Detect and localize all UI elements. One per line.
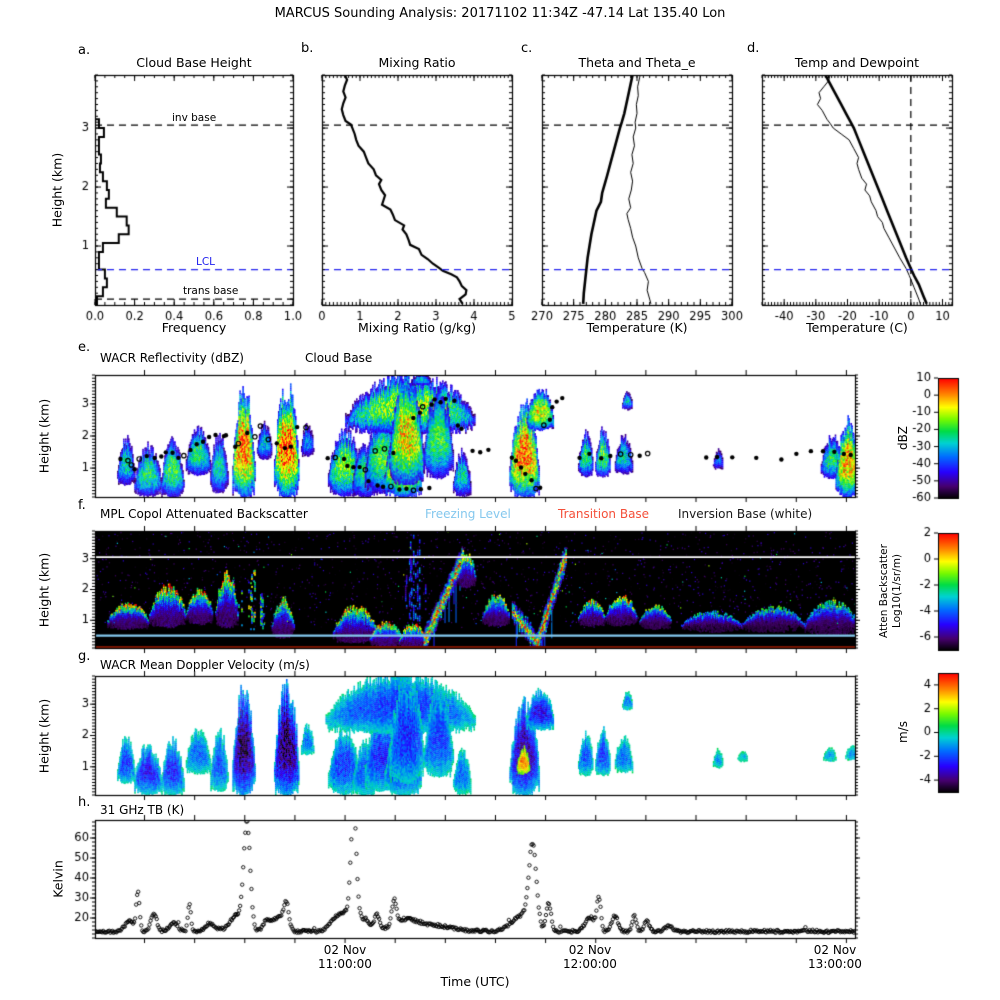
panel-b-xlabel: Mixing Ratio (g/kg) (357, 320, 477, 335)
time-axis-label: Time (UTC) (440, 974, 510, 989)
panel-a-letter: a. (78, 43, 91, 58)
colorbar-e-label: dBZ (896, 425, 910, 451)
time-tick-13-date: 02 Nov (813, 943, 857, 957)
time-tick-13-time: 13:00:00 (808, 957, 862, 971)
panel-c-letter: c. (521, 41, 533, 56)
colorbar-f-label-line1: Atten Backscatter (878, 544, 890, 638)
panel-e-letter: e. (78, 340, 91, 355)
panel-d-title: Temp and Dewpoint (794, 55, 920, 70)
panel-g-title: WACR Mean Doppler Velocity (m/s) (100, 658, 310, 672)
time-tick-11-time: 11:00:00 (318, 957, 372, 971)
colorbar-f-label-line2: Log10(1/sr/m) (891, 553, 903, 629)
panel-h-title: 31 GHz TB (K) (100, 803, 185, 817)
colorbar-g-label: m/s (896, 721, 910, 743)
time-tick-12-date: 02 Nov (568, 943, 612, 957)
legend-freezing-level: Freezing Level (425, 507, 511, 521)
panel-g-letter: g. (78, 649, 91, 664)
time-tick-12: 02 Nov 12:00:00 (545, 943, 635, 971)
panel-b-title: Mixing Ratio (378, 55, 456, 70)
lcl-annotation: LCL (196, 256, 216, 268)
panel-e-title: WACR Reflectivity (dBZ) (100, 351, 244, 365)
panel-f-letter: f. (78, 498, 86, 513)
panel-h-letter: h. (78, 795, 91, 810)
legend-transition-base: Transition Base (558, 507, 650, 521)
inv-base-annotation: inv base (172, 112, 217, 124)
panel-a-ylabel: Height (km) (49, 152, 65, 228)
time-tick-12-time: 12:00:00 (563, 957, 617, 971)
panel-e-ylabel: Height (km) (36, 398, 52, 474)
legend-inversion-base: Inversion Base (white) (678, 507, 813, 521)
time-tick-11: 02 Nov 11:00:00 (300, 943, 390, 971)
panel-g-ylabel: Height (km) (36, 698, 52, 774)
time-tick-11-date: 02 Nov (323, 943, 367, 957)
panel-b-letter: b. (301, 41, 314, 56)
trans-base-annotation: trans base (183, 285, 239, 297)
panel-d-xlabel: Temperature (C) (806, 320, 908, 335)
panel-f-title: MPL Copol Attenuated Backscatter (100, 507, 308, 521)
panel-f-ylabel: Height (km) (36, 552, 52, 628)
panel-h-ylabel: Kelvin (50, 860, 66, 898)
time-tick-13: 02 Nov 13:00:00 (790, 943, 880, 971)
figure-title: MARCUS Sounding Analysis: 20171102 11:34… (274, 6, 726, 21)
panel-a-xlabel: Frequency (161, 320, 227, 335)
panel-e-legend-cloud-base: Cloud Base (305, 351, 373, 365)
panel-c-title: Theta and Theta_e (578, 55, 696, 70)
panel-d-letter: d. (747, 41, 760, 56)
panel-c-xlabel: Temperature (K) (586, 320, 688, 335)
panel-a-title: Cloud Base Height (136, 55, 252, 70)
